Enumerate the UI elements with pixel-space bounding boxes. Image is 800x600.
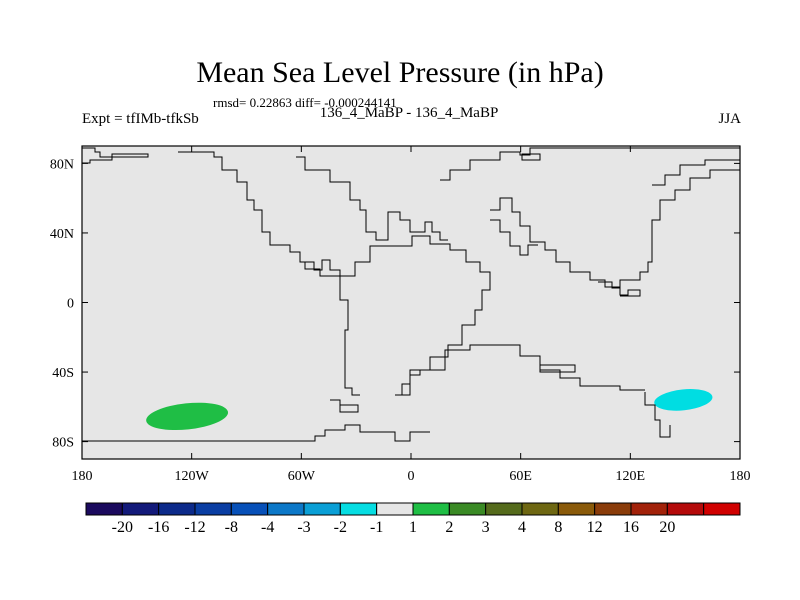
colorbar-swatch (448, 502, 487, 516)
coastline-australia (644, 392, 671, 438)
coastline-europe-asia (490, 169, 740, 288)
colorbar-label: 12 (587, 519, 603, 536)
coastline-africa (395, 344, 645, 396)
colorbar-label: -2 (334, 519, 347, 536)
season-label: JJA (718, 111, 741, 127)
colorbar-swatch (121, 502, 160, 516)
y-tick-label: 40N (50, 227, 74, 242)
chart-title: Mean Sea Level Pressure (in hPa) (196, 56, 604, 89)
colorbar-label: 4 (518, 519, 526, 536)
colorbar-swatch (376, 502, 414, 516)
colorbar-label: 20 (659, 519, 675, 536)
x-tick-label: 120W (175, 469, 210, 484)
period-label: 136_4_MaBP - 136_4_MaBP (319, 105, 499, 121)
colorbar-label: 1 (409, 519, 417, 536)
colorbar-swatch (557, 502, 596, 516)
colorbar-swatch (666, 502, 705, 516)
x-tick-label: 180 (72, 469, 93, 484)
colorbar-label: -20 (112, 519, 133, 536)
colorbar-swatch (630, 502, 668, 516)
colorbar-label: 2 (445, 519, 453, 536)
y-tick-label: 0 (67, 297, 74, 312)
x-tick-label: 180 (730, 469, 751, 484)
coastline-middle-east (490, 219, 538, 256)
colorbar-swatch (339, 502, 378, 516)
coastline-canada-arctic (296, 156, 448, 241)
colorbar-label: 8 (554, 519, 562, 536)
colorbar-label: 16 (623, 519, 639, 536)
y-tick-label: 80S (52, 436, 74, 451)
colorbar-swatch (521, 502, 559, 516)
anomaly-tasman-negative (654, 389, 713, 411)
y-tick-label: 80N (50, 157, 74, 172)
colorbar-label: -16 (148, 519, 169, 536)
colorbar-label: -8 (225, 519, 238, 536)
colorbar-swatch (267, 502, 305, 516)
coastline-americas (82, 147, 149, 164)
colorbar-label: -1 (370, 519, 383, 536)
colorbar-swatch (412, 502, 450, 516)
colorbar-swatch (485, 502, 523, 516)
coastline-north-america (178, 151, 341, 277)
experiment-label: Expt = tfIMb-tfkSb (82, 111, 199, 127)
colorbar-swatch (594, 502, 632, 516)
colorbar-label: 3 (482, 519, 490, 536)
colorbar-swatch (158, 502, 196, 516)
x-tick-label: 60W (288, 469, 316, 484)
colorbar-swatch (303, 502, 341, 516)
coastline-antarctica (82, 424, 430, 442)
coastline-east-asia (652, 159, 740, 186)
colorbar-swatch (85, 502, 123, 516)
colorbar-label: -12 (184, 519, 205, 536)
anomaly-south-pacific-positive (146, 402, 229, 431)
colorbar-swatch (194, 502, 232, 516)
x-tick-label: 60E (509, 469, 532, 484)
colorbar-swatch (230, 502, 269, 516)
x-tick-label: 120E (616, 469, 646, 484)
x-tick-label: 0 (408, 469, 415, 484)
y-tick-label: 40S (52, 366, 74, 381)
coastline-islands (330, 153, 576, 413)
colorbar-swatch (703, 502, 741, 516)
colorbar-label: -3 (297, 519, 310, 536)
coastline-south-america (340, 235, 491, 396)
coastline-south-america-west (339, 276, 360, 396)
stats-subtitle: rmsd= 0.22863 diff= -0.000244141 (213, 95, 397, 110)
coastline-indonesia (598, 281, 641, 297)
colorbar-label: -4 (261, 519, 274, 536)
